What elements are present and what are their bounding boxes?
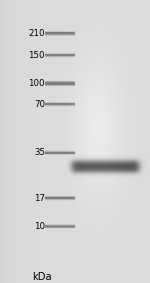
Bar [44,224,76,229]
Bar [45,197,75,199]
Bar [45,102,75,107]
Bar [45,102,75,106]
Bar [45,33,75,35]
Bar [45,226,75,227]
Text: 17: 17 [34,194,45,203]
Bar [45,196,75,200]
Bar [45,31,75,36]
Bar [45,151,75,155]
Text: 70: 70 [34,100,45,109]
Bar [44,30,76,36]
Bar [45,103,75,105]
Bar [45,81,75,86]
Bar [44,195,76,201]
Bar [45,152,75,154]
Bar [45,103,75,105]
Bar [45,197,75,200]
Bar [45,224,75,229]
Bar [45,80,75,87]
Bar [45,81,75,86]
Bar [45,102,75,106]
Bar [45,32,75,35]
Bar [45,224,75,228]
Bar [45,32,75,35]
Bar [44,80,76,87]
Bar [45,151,75,155]
Bar [45,82,75,85]
Text: 35: 35 [34,148,45,157]
Bar [45,54,75,56]
Bar [45,53,75,57]
Bar [45,53,75,57]
Bar [45,196,75,200]
Text: 210: 210 [28,29,45,38]
Bar [45,225,75,228]
Text: kDa: kDa [32,272,52,282]
Bar [45,152,75,154]
Text: 100: 100 [28,79,45,88]
Bar [45,31,75,36]
Bar [44,52,76,58]
Bar [45,54,75,56]
Bar [45,82,75,85]
Text: 150: 150 [28,51,45,60]
Text: 10: 10 [34,222,45,231]
Bar [45,150,75,155]
Bar [45,53,75,58]
Bar [45,225,75,228]
Bar [45,196,75,201]
Bar [44,150,76,156]
Bar [44,101,76,107]
